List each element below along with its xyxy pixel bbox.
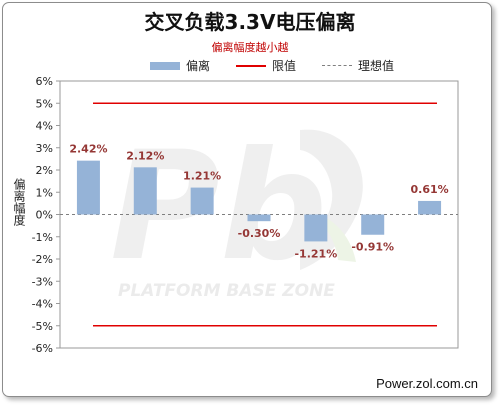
bar — [133, 167, 157, 215]
legend-swatch-bar — [150, 61, 180, 70]
y-tick-label: 2% — [36, 164, 53, 177]
y-tick-label: -4% — [32, 298, 53, 311]
legend-label-ideal: 理想值 — [358, 59, 395, 73]
bar — [247, 214, 271, 222]
data-label: -0.91% — [351, 241, 394, 254]
chart-legend: 偏离 限值 理想值 — [150, 57, 420, 74]
bar — [304, 214, 328, 242]
y-tick-label: 6% — [36, 75, 53, 88]
data-label: 2.12% — [126, 149, 164, 162]
legend-label-deviation: 偏离 — [186, 59, 211, 73]
bar — [76, 160, 100, 215]
y-tick-labels: 6% 5% 4% 3% 2% 1% 0% -1% -2% -3% -4% -5% -6% — [32, 75, 60, 355]
data-label: 2.42% — [69, 143, 107, 156]
y-tick-label: 0% — [36, 209, 53, 222]
data-label: -1.21% — [294, 247, 337, 260]
y-tick-label: -5% — [32, 320, 53, 333]
source-credit: Power.zol.com.cn — [376, 376, 478, 391]
data-label: 0.61% — [410, 183, 448, 196]
y-tick-label: 4% — [36, 120, 53, 133]
bar — [418, 200, 442, 215]
y-axis-label: 偏离幅度 — [12, 178, 26, 226]
bars — [76, 160, 442, 242]
y-tick-label: -1% — [32, 231, 53, 244]
data-labels: 2.42% 2.12% 1.21% -0.30% -1.21% -0.91% 0.61% — [69, 143, 448, 261]
y-tick-label: 3% — [36, 142, 53, 155]
y-tick-label: 1% — [36, 186, 53, 199]
chart-subtitle: 偏离幅度越小越 — [211, 41, 289, 54]
chart-title: 交叉负载3.3V电压偏离 — [144, 10, 356, 34]
legend-swatch-ideal — [322, 65, 353, 66]
bar — [190, 187, 214, 215]
y-tick-label: -2% — [32, 253, 53, 266]
data-label: -0.30% — [238, 227, 281, 240]
data-label: 1.21% — [183, 170, 221, 183]
svg-text:PLATFORM BASE ZONE: PLATFORM BASE ZONE — [118, 281, 335, 301]
bar — [361, 214, 385, 235]
legend-swatch-limit — [236, 64, 267, 67]
y-tick-label: -3% — [32, 275, 53, 288]
legend-item-limit: 限值 — [236, 57, 296, 74]
y-tick-label: -6% — [32, 342, 53, 355]
legend-item-ideal: 理想值 — [322, 57, 394, 74]
legend-item-deviation: 偏离 — [150, 57, 210, 74]
legend-label-limit: 限值 — [272, 59, 297, 73]
y-tick-label: 5% — [36, 97, 53, 110]
